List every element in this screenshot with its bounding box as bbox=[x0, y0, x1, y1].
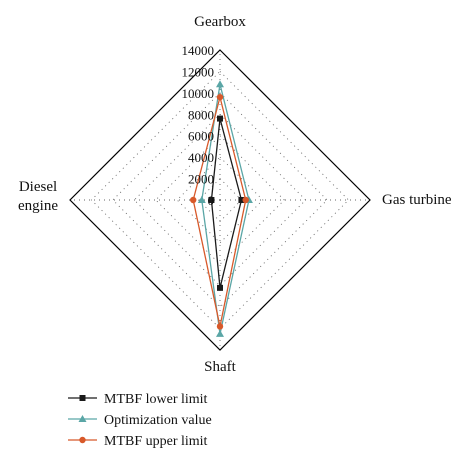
axis-label-line: Diesel bbox=[19, 179, 57, 195]
axis-label-line: engine bbox=[18, 198, 58, 214]
tick-label: 14000 bbox=[182, 43, 215, 58]
grid-ring bbox=[112, 92, 328, 308]
series-mtbf-lower-limit bbox=[208, 115, 245, 291]
tick-label: 12000 bbox=[182, 64, 215, 79]
data-point bbox=[216, 93, 224, 101]
tick-label: 4000 bbox=[188, 150, 214, 165]
grid-ring bbox=[176, 156, 264, 244]
data-point bbox=[217, 284, 223, 291]
grid-ring bbox=[197, 177, 243, 223]
data-point bbox=[238, 197, 245, 203]
axis-label-line: Shaft bbox=[204, 359, 236, 375]
data-point bbox=[197, 196, 206, 203]
data-point bbox=[216, 323, 224, 330]
data-point bbox=[190, 196, 197, 204]
legend-item: MTBF upper limit bbox=[68, 434, 208, 449]
tick-label: 8000 bbox=[188, 107, 214, 122]
axis-label: Diesel engine bbox=[18, 179, 58, 214]
series-optimization-value bbox=[197, 80, 253, 337]
data-point bbox=[242, 196, 249, 204]
axis-label-line: Gas turbine bbox=[382, 192, 452, 208]
legend: MTBF lower limit Optimization value MTBF u… bbox=[68, 392, 212, 449]
data-point bbox=[208, 197, 215, 203]
tick-label: 0 bbox=[208, 193, 215, 208]
radar-axis-labels: Gearbox Gas turbine Shaft Diesel engine bbox=[18, 14, 452, 375]
series-mtbf-upper-limit bbox=[190, 93, 249, 330]
legend-item: Optimization value bbox=[68, 413, 212, 428]
outer-frame bbox=[69, 49, 371, 351]
legend-marker bbox=[79, 436, 86, 444]
axis-label-line: Gearbox bbox=[194, 14, 246, 30]
series-line bbox=[210, 118, 243, 289]
axis-label: Gas turbine bbox=[382, 192, 452, 208]
legend-marker bbox=[79, 395, 86, 401]
tick-label: 6000 bbox=[188, 129, 214, 144]
axis-label: Shaft bbox=[204, 359, 236, 375]
tick-label: 10000 bbox=[182, 86, 215, 101]
data-point bbox=[216, 329, 224, 337]
legend-label: Optimization value bbox=[104, 413, 212, 428]
grid-ring bbox=[133, 113, 307, 287]
legend-label: MTBF lower limit bbox=[104, 392, 208, 407]
axis-label: Gearbox bbox=[194, 14, 246, 30]
radar-tick-labels: 0 2000 4000 6000 8000 10000 12000 14000 bbox=[182, 43, 215, 208]
tick-label: 2000 bbox=[188, 172, 214, 187]
data-point bbox=[216, 80, 224, 88]
legend-item: MTBF lower limit bbox=[68, 392, 208, 407]
legend-marker bbox=[78, 415, 87, 422]
grid-ring bbox=[155, 135, 285, 265]
data-point bbox=[217, 115, 223, 122]
radar-series bbox=[190, 80, 253, 337]
legend-label: MTBF upper limit bbox=[104, 434, 208, 449]
